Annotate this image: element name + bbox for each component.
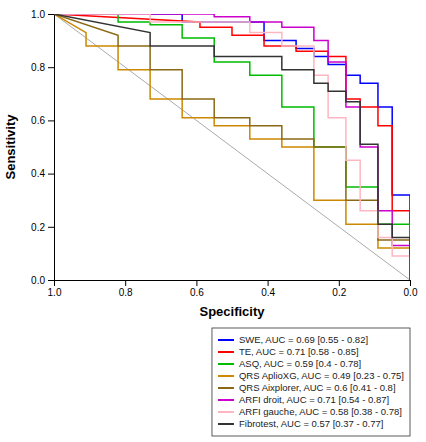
legend-item: QRS Aixplorer, AUC = 0.6 [0.41 - 0.8] (218, 382, 396, 393)
x-axis-tick-label: 0.8 (119, 287, 133, 298)
roc-curve (54, 14, 410, 280)
legend-label: SWE, AUC = 0.69 [0.55 - 0.82] (239, 334, 368, 345)
x-axis-line (55, 281, 411, 287)
marks (54, 14, 410, 280)
y-axis-title: Sensitivity (3, 114, 18, 180)
y-axis-tick-mark (48, 227, 54, 228)
y-axis-tick-mark (48, 14, 54, 15)
x-axis-tick-label: 1.0 (48, 287, 62, 298)
y-axis-tick-mark (48, 174, 54, 175)
legend-item: TE, AUC = 0.71 [0.58 - 0.85] (218, 346, 359, 357)
legend-label: QRS Aixplorer, AUC = 0.6 [0.41 - 0.8] (239, 382, 396, 393)
chart: SWE, AUC = 0.69 [0.55 - 0.82]TE, AUC = 0… (0, 0, 426, 442)
legend-swatch (218, 423, 234, 425)
x-axis-tick: 1.0 (48, 280, 62, 298)
roc-curve (54, 14, 410, 280)
x-axis-tick-mark (339, 280, 340, 286)
x-axis-tick-mark (125, 280, 126, 286)
y-axis: 0.0 0.2 0.4 0.6 0.8 1.0 (31, 9, 54, 286)
legend-item: Fibrotest, AUC = 0.57 [0.37 - 0.77] (218, 418, 383, 429)
legend-label: TE, AUC = 0.71 [0.58 - 0.85] (239, 346, 359, 357)
x-axis-tick-mark (410, 280, 411, 286)
legend-swatch (218, 399, 234, 401)
y-axis-tick-label: 0.2 (31, 222, 45, 233)
x-axis-title: Specificity (199, 304, 265, 319)
y-axis-tick-label: 0.4 (31, 168, 45, 179)
y-axis-tick: 1.0 (31, 9, 54, 20)
legend-item: ASQ, AUC = 0.59 [0.4 - 0.78] (218, 358, 361, 369)
x-axis-tick-label: 0.6 (190, 287, 204, 298)
x-axis-tick: 0.4 (261, 280, 275, 298)
legend-swatch (218, 375, 234, 377)
y-axis-tick-label: 0.8 (31, 62, 45, 73)
x-axis-tick: 0.0 (404, 280, 418, 298)
y-axis-tick-mark (48, 120, 54, 121)
legend-label: ASQ, AUC = 0.59 [0.4 - 0.78] (239, 358, 361, 369)
legend-item: SWE, AUC = 0.69 [0.55 - 0.82] (218, 334, 368, 345)
legend-swatch (218, 339, 234, 341)
roc-curve (54, 14, 410, 280)
x-axis: 1.0 0.8 0.6 0.4 0.2 0.0 (48, 280, 418, 298)
x-axis-tick: 0.8 (119, 280, 133, 298)
legend-item: QRS AplioXG, AUC = 0.49 [0.23 - 0.75] (218, 370, 404, 381)
legend-item: ARFI gauche, AUC = 0.58 [0.38 - 0.78] (218, 406, 402, 417)
roc-curve (54, 14, 410, 280)
plot: 1.0 0.8 0.6 0.4 0.2 0.0 0.0 0.2 0.4 0.6 0.8 1.0 (31, 9, 418, 298)
legend-swatch (218, 363, 234, 365)
x-axis-tick-label: 0.4 (261, 287, 275, 298)
y-axis-tick: 0.2 (31, 222, 54, 233)
x-axis-tick-mark (268, 280, 269, 286)
y-axis-tick-label: 0.0 (31, 275, 45, 286)
legend-swatch (218, 387, 234, 389)
x-axis-tick-label: 0.2 (332, 287, 346, 298)
reference-line (54, 14, 410, 280)
legend: SWE, AUC = 0.69 [0.55 - 0.82]TE, AUC = 0… (212, 328, 410, 436)
y-axis-tick: 0.4 (31, 168, 54, 179)
roc-curve (54, 14, 410, 280)
y-axis-tick-label: 1.0 (31, 9, 45, 20)
y-axis-tick: 0.8 (31, 62, 54, 73)
x-axis-tick-mark (196, 280, 197, 286)
y-axis-tick: 0.0 (31, 275, 54, 286)
legend-label: QRS AplioXG, AUC = 0.49 [0.23 - 0.75] (239, 370, 404, 381)
x-axis-tick: 0.6 (190, 280, 204, 298)
legend-box (212, 328, 410, 436)
y-axis-tick: 0.6 (31, 115, 54, 126)
roc-curve (54, 14, 410, 280)
legend-label: Fibrotest, AUC = 0.57 [0.37 - 0.77] (239, 418, 383, 429)
legend-swatch (218, 411, 234, 413)
legend-label: ARFI droit, AUC = 0.71 [0.54 - 0.87] (239, 394, 389, 405)
legend-label: ARFI gauche, AUC = 0.58 [0.38 - 0.78] (239, 406, 402, 417)
roc-curve (54, 14, 410, 280)
legend-swatch (218, 351, 234, 353)
legend-item: ARFI droit, AUC = 0.71 [0.54 - 0.87] (218, 394, 389, 405)
x-axis-tick-label: 0.0 (404, 287, 418, 298)
x-axis-tick: 0.2 (332, 280, 346, 298)
y-axis-line (48, 15, 55, 281)
y-axis-tick-label: 0.6 (31, 115, 45, 126)
y-axis-tick-mark (48, 280, 54, 281)
y-axis-tick-mark (48, 67, 54, 68)
roc-curve (54, 14, 410, 280)
